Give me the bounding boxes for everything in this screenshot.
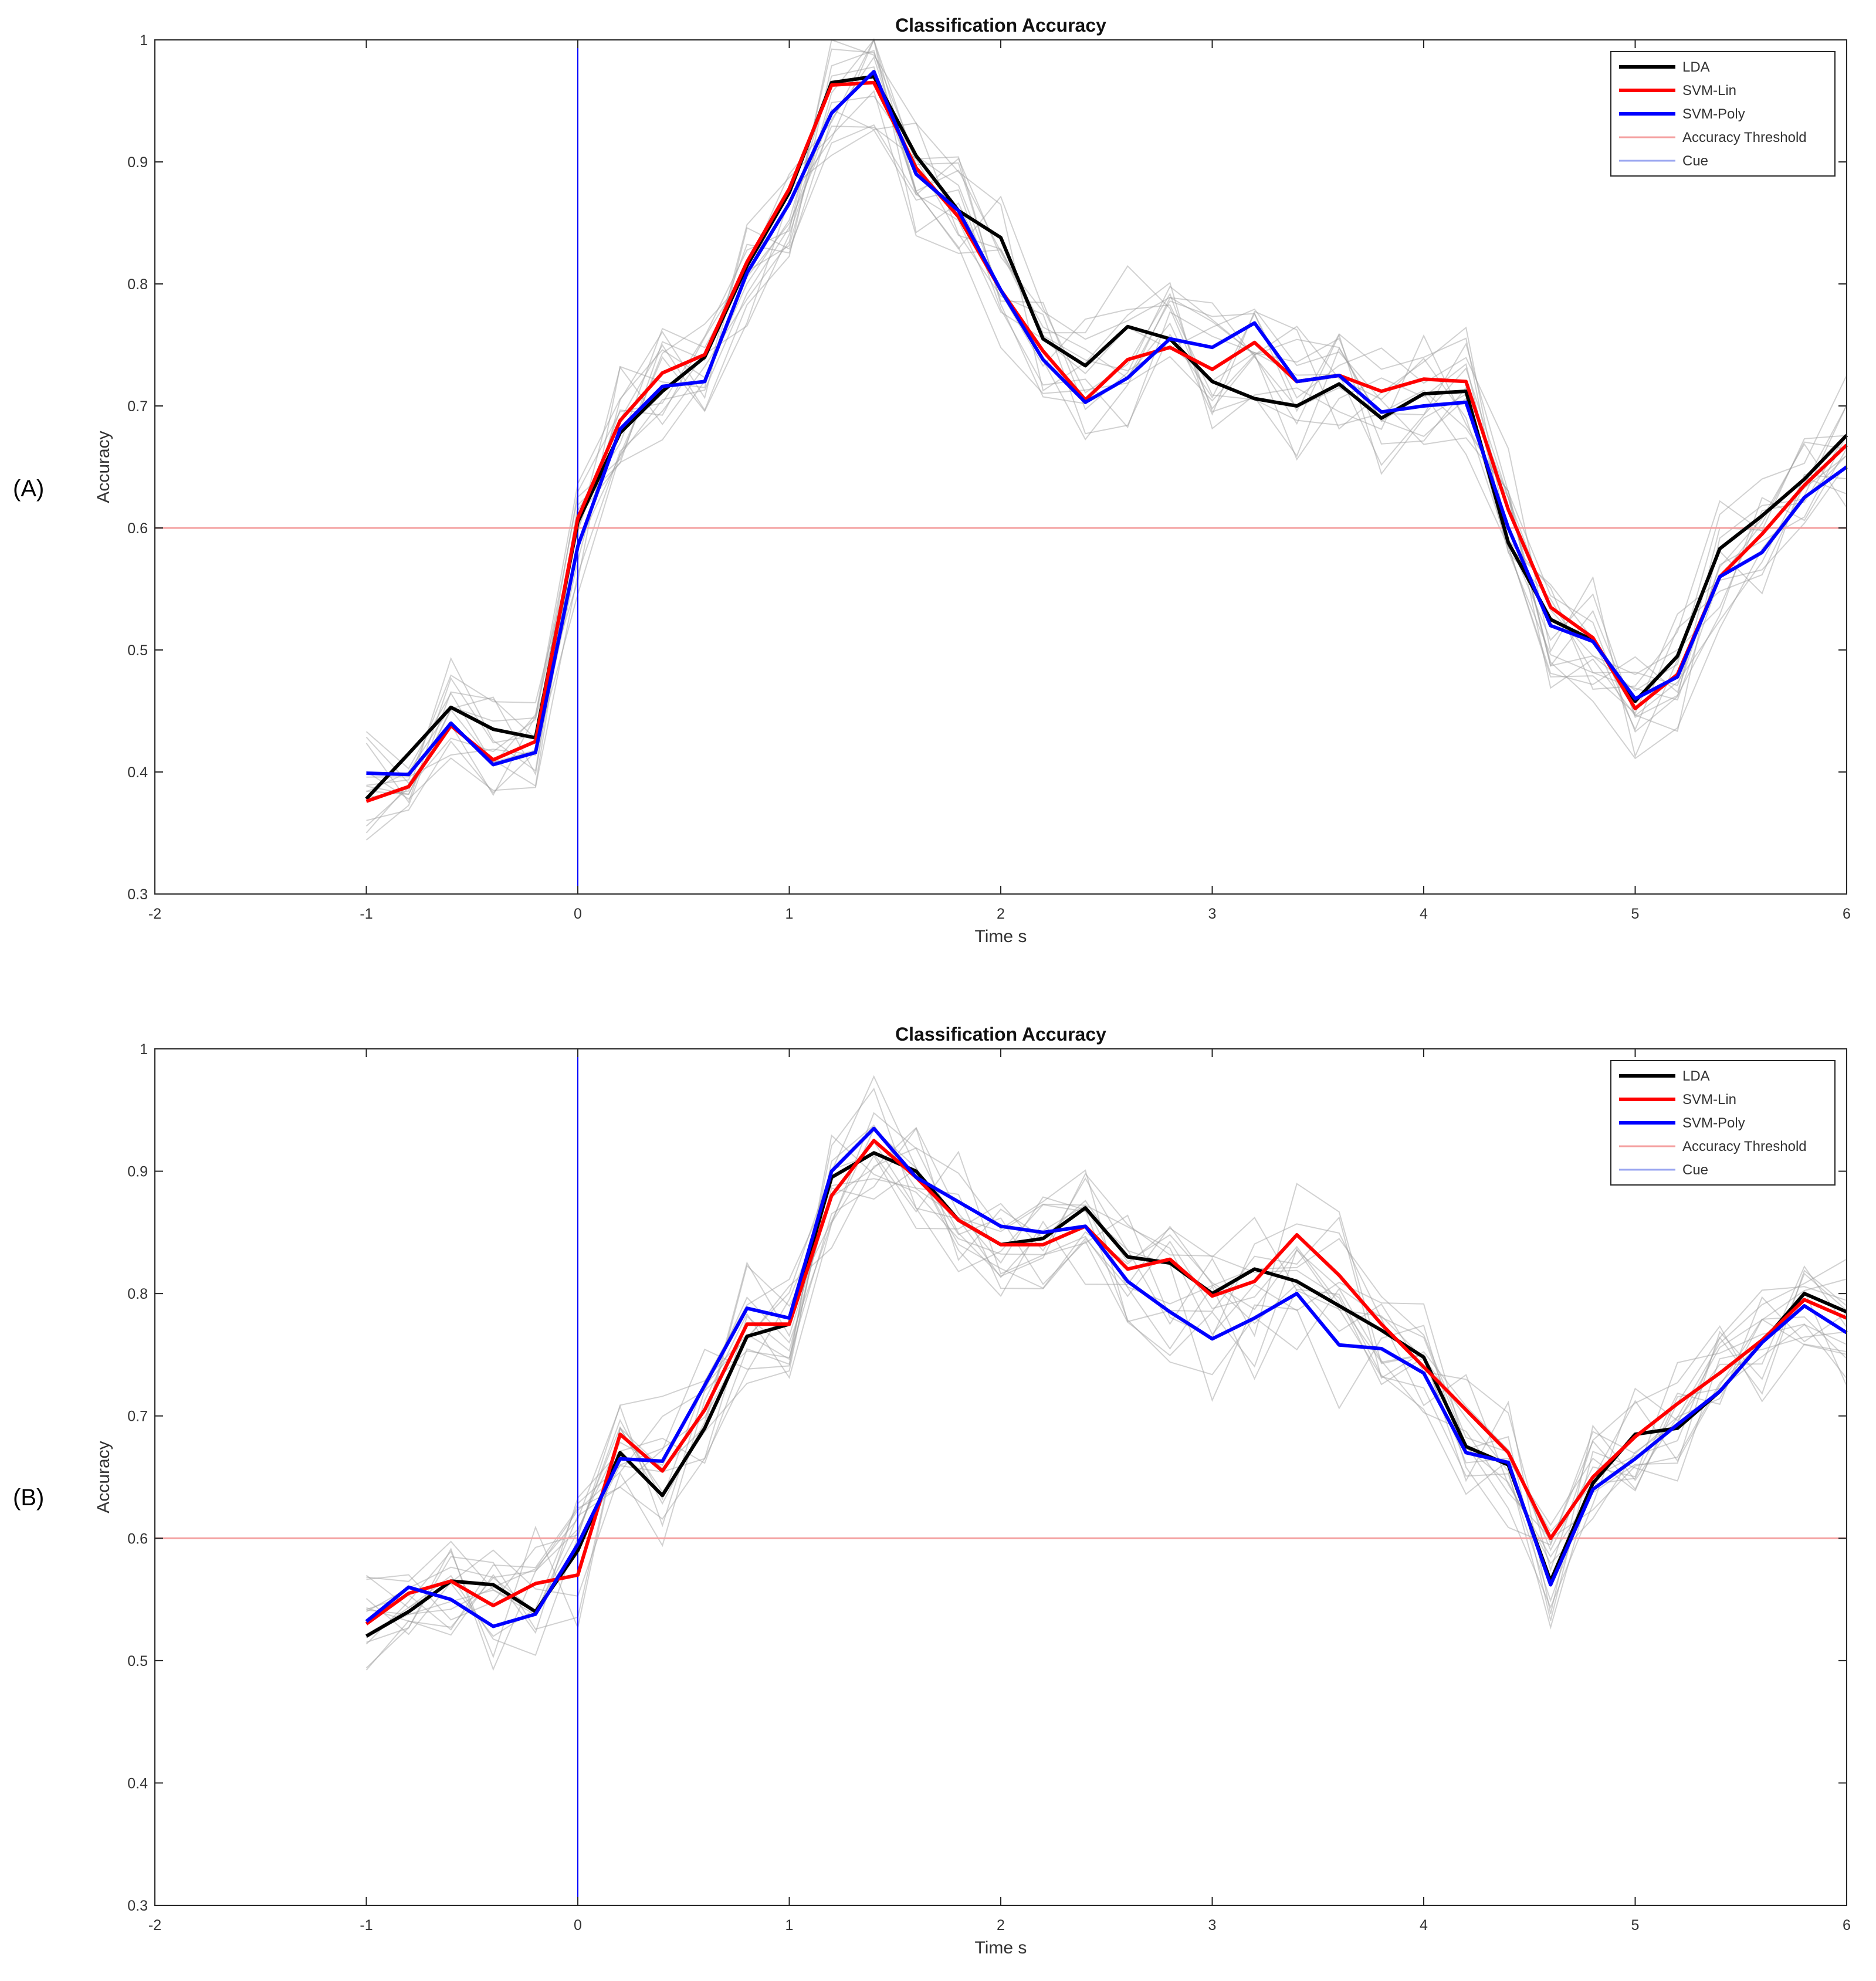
legend-item-svm-poly: SVM-Poly — [1619, 1115, 1745, 1131]
y-tick-label: 0.7 — [127, 398, 148, 415]
subject-trace — [365, 38, 1847, 770]
x-tick-label: -2 — [148, 1917, 161, 1933]
x-tick-label: -1 — [360, 906, 373, 922]
panel-label-a: (A) — [13, 476, 44, 502]
y-tick-label: 0.4 — [127, 764, 148, 781]
x-tick-label: 5 — [1631, 1917, 1640, 1933]
x-tick-label: -2 — [148, 906, 161, 922]
subject-trace — [366, 1154, 1847, 1671]
panel-label-b: (B) — [13, 1485, 44, 1511]
y-tick-label: 0.6 — [127, 1530, 148, 1547]
legend-label: SVM-Poly — [1682, 106, 1745, 122]
legend-item-svm-lin: SVM-Lin — [1619, 83, 1736, 99]
legend-item-lda: LDA — [1619, 59, 1710, 75]
legend: LDA SVM-Lin SVM-Poly Accuracy Threshold Cue — [1610, 51, 1836, 177]
y-axis-label: Accuracy — [94, 431, 113, 503]
plot-area — [155, 40, 1847, 894]
legend-label: Accuracy Threshold — [1682, 1139, 1807, 1154]
series-line-svm-lin — [365, 1139, 1848, 1626]
legend-item-accuracy-threshold: Accuracy Threshold — [1619, 130, 1807, 145]
x-tick-label: 6 — [1843, 906, 1851, 922]
subject-trace — [366, 39, 1847, 786]
x-tick-label: 4 — [1420, 1917, 1428, 1933]
y-axis-label: Accuracy — [94, 1441, 113, 1513]
subject-trace — [365, 95, 1847, 804]
series-line-svm-poly — [366, 70, 1848, 777]
legend-label: LDA — [1682, 59, 1710, 75]
legend-item-lda: LDA — [1619, 1068, 1710, 1084]
series-line-svm-poly — [365, 1126, 1848, 1628]
legend-label: SVM-Poly — [1682, 1115, 1745, 1131]
y-tick-label: 0.6 — [127, 520, 148, 537]
subject-trace — [366, 90, 1847, 793]
y-tick-label: 0.5 — [127, 642, 148, 659]
plot-area — [155, 1049, 1847, 1905]
x-axis-label: Time s — [975, 1938, 1027, 1958]
x-tick-label: 0 — [574, 1917, 582, 1933]
subject-trace — [366, 124, 1847, 778]
legend-item-svm-poly: SVM-Poly — [1619, 106, 1745, 122]
subject-trace — [366, 1178, 1847, 1621]
y-tick-label: 0.5 — [127, 1653, 148, 1670]
legend-item-svm-lin: SVM-Lin — [1619, 1092, 1736, 1108]
legend-item-accuracy-threshold: Accuracy Threshold — [1619, 1139, 1807, 1154]
y-tick-label: 1 — [140, 1041, 148, 1058]
x-tick-label: 0 — [574, 906, 582, 922]
y-tick-label: 0.3 — [127, 886, 148, 903]
x-tick-label: 4 — [1420, 906, 1428, 922]
legend-label: LDA — [1682, 1068, 1710, 1084]
subject-trace — [365, 48, 1847, 841]
x-tick-label: 2 — [997, 906, 1005, 922]
chart-title: Classification Accuracy — [895, 15, 1106, 36]
legend-label: Cue — [1682, 153, 1708, 169]
x-tick-label: 3 — [1208, 906, 1217, 922]
legend: LDA SVM-Lin SVM-Poly Accuracy Threshold Cue — [1610, 1060, 1836, 1186]
x-tick-label: 2 — [997, 1917, 1005, 1933]
legend-label: Cue — [1682, 1162, 1708, 1178]
chart-title: Classification Accuracy — [895, 1024, 1106, 1045]
y-tick-label: 0.7 — [127, 1408, 148, 1425]
x-axis-label: Time s — [975, 927, 1027, 946]
series-line-lda — [365, 1151, 1848, 1638]
subject-trace — [366, 1126, 1847, 1628]
legend-label: Accuracy Threshold — [1682, 130, 1807, 145]
x-tick-label: -1 — [360, 1917, 373, 1933]
subject-trace — [365, 109, 1847, 800]
y-tick-label: 0.9 — [127, 154, 148, 171]
x-tick-label: 1 — [785, 1917, 794, 1933]
y-tick-label: 0.9 — [127, 1164, 148, 1180]
subject-trace — [366, 38, 1847, 821]
chart-a: -2 -1 0 1 2 3 4 5 6 0.3 0.4 0.5 0.6 0.7 0.8 0.9 1 Classif… — [94, 15, 1851, 946]
x-tick-label: 1 — [785, 906, 794, 922]
x-tick-label: 6 — [1843, 1917, 1851, 1933]
x-tick-label: 5 — [1631, 906, 1640, 922]
subject-trace — [365, 129, 1847, 787]
y-tick-label: 0.8 — [127, 276, 148, 293]
legend-item-cue: Cue — [1619, 153, 1708, 169]
y-tick-label: 0.4 — [127, 1775, 148, 1792]
legend-item-cue: Cue — [1619, 1162, 1708, 1178]
legend-label: SVM-Lin — [1682, 83, 1736, 99]
chart-b: -2 -1 0 1 2 3 4 5 6 0.3 0.4 0.5 0.6 0.7 0.8 0.9 1 Classif… — [94, 1024, 1851, 1958]
y-tick-label: 0.8 — [127, 1286, 148, 1302]
y-tick-label: 0.3 — [127, 1898, 148, 1914]
y-tick-label: 1 — [140, 32, 148, 49]
subject-trace — [365, 66, 1847, 834]
legend-label: SVM-Lin — [1682, 1092, 1736, 1108]
x-tick-label: 3 — [1208, 1917, 1217, 1933]
